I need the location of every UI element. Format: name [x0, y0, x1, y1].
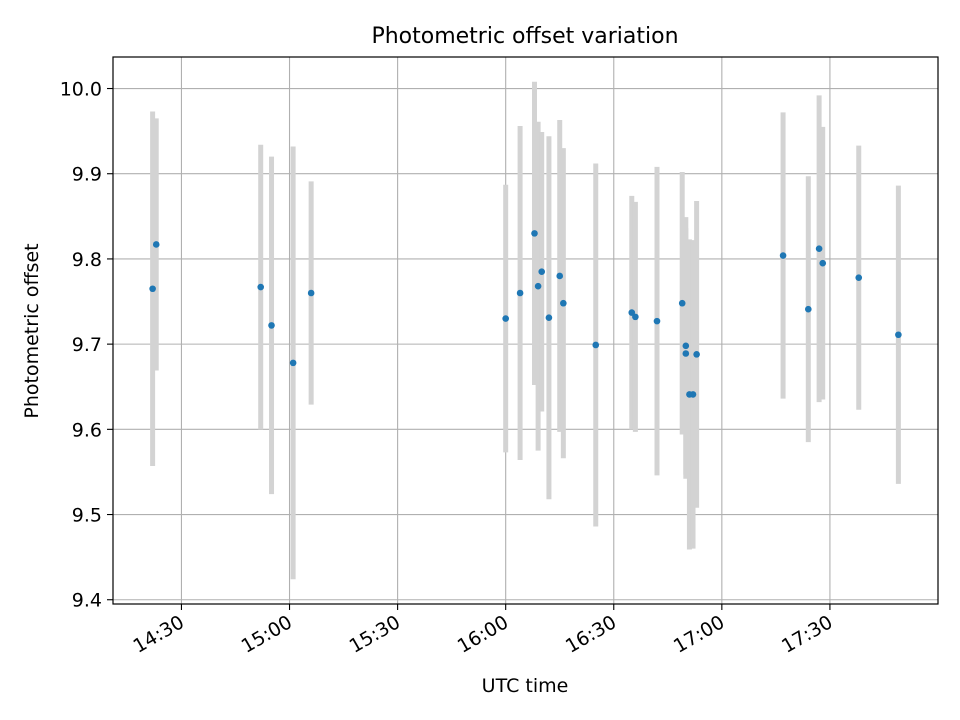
y-tick-label: 9.9 — [72, 164, 102, 186]
data-point — [307, 289, 315, 297]
data-point — [819, 259, 827, 267]
grid — [113, 57, 938, 604]
data-point — [682, 350, 690, 357]
data-point — [531, 230, 538, 237]
plot-frame — [112, 56, 939, 605]
data-point — [534, 282, 542, 290]
y-tick-label: 10.0 — [60, 79, 102, 101]
data-point — [805, 305, 812, 313]
data-point — [289, 359, 297, 367]
data-point — [538, 268, 546, 276]
data-point — [592, 341, 600, 349]
x-axis-label: UTC time — [482, 675, 569, 697]
data-point — [560, 299, 567, 307]
data-point — [545, 314, 553, 322]
data-point — [653, 317, 661, 325]
data-point — [152, 241, 160, 248]
y-tick-label: 9.8 — [72, 249, 102, 271]
data-point — [779, 252, 787, 259]
data-point — [815, 245, 823, 253]
y-axis-label: Photometric offset — [21, 243, 43, 418]
y-tick-label: 9.4 — [72, 590, 102, 612]
chart-title: Photometric offset variation — [371, 24, 678, 49]
data-point — [678, 299, 686, 307]
data-point — [268, 322, 275, 329]
data-point — [516, 289, 524, 297]
y-tick-label: 9.6 — [72, 419, 102, 441]
data-point — [632, 313, 639, 321]
data-point — [689, 391, 697, 398]
data-point — [855, 274, 863, 281]
y-tick-label: 9.7 — [72, 334, 102, 356]
data-point — [693, 351, 700, 358]
data-point — [895, 331, 902, 339]
data-point — [502, 315, 509, 322]
data-point — [556, 272, 564, 280]
data-point — [257, 283, 265, 291]
data-points — [149, 230, 902, 398]
y-tick-label: 9.5 — [72, 505, 102, 527]
data-point — [682, 342, 690, 350]
data-point — [149, 285, 156, 293]
